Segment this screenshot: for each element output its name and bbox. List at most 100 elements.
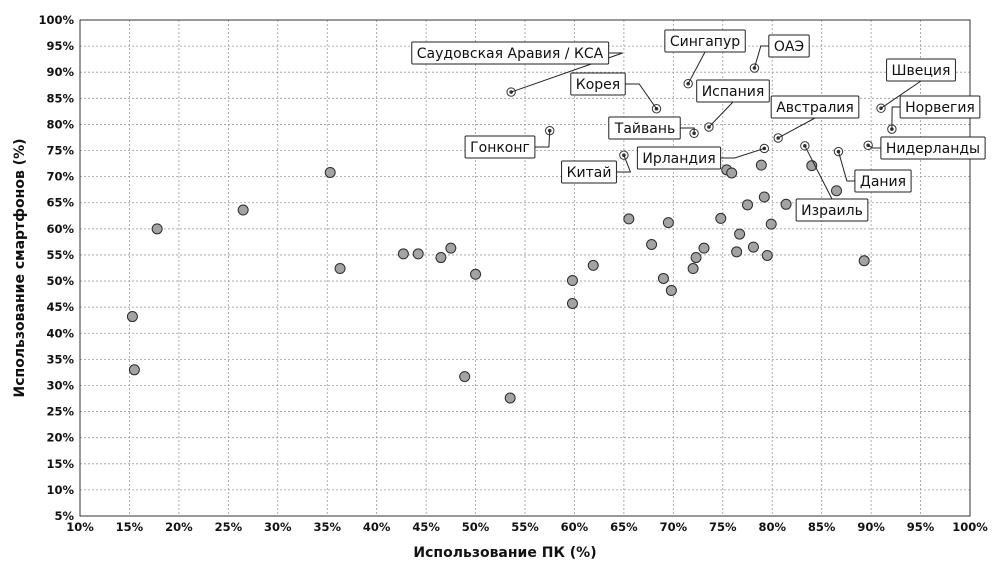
- x-tick-label: 30%: [264, 520, 292, 534]
- data-point: [742, 199, 753, 211]
- x-tick-label: 85%: [808, 520, 836, 534]
- x-tick-label: 50%: [462, 520, 490, 534]
- y-axis-title: Использование смартфонов (%): [12, 138, 28, 397]
- x-tick-label: 75%: [709, 520, 737, 534]
- x-tick-label: 80%: [758, 520, 786, 534]
- callout-label: Швеция: [892, 63, 951, 79]
- callout: Тайвань: [608, 116, 695, 140]
- callout-label: Ирландия: [642, 151, 715, 167]
- data-point: [334, 263, 346, 275]
- x-tick-label: 60%: [561, 520, 589, 534]
- data-point: [151, 223, 163, 235]
- data-point: [761, 249, 773, 261]
- y-tick-label: 100%: [38, 13, 74, 27]
- data-point: [731, 246, 743, 258]
- x-tick-label: 20%: [165, 520, 193, 534]
- callout: Сингапур: [664, 29, 746, 84]
- data-point: [657, 272, 669, 284]
- data-point: [734, 228, 746, 240]
- callout-label: Нидерланды: [886, 141, 980, 157]
- data-point: [665, 284, 677, 296]
- data-point: [237, 204, 249, 216]
- y-tick-label: 35%: [46, 352, 74, 366]
- callout: Нидерланды: [867, 136, 986, 160]
- y-tick-label: 85%: [46, 91, 74, 105]
- callout: Израиль: [795, 145, 869, 222]
- x-tick-label: 25%: [215, 520, 243, 534]
- y-axis-ticks: 5% 10% 15% 20% 25% 30% 35% 40% 45% 50% 55% 60% 65% 70…: [38, 13, 74, 523]
- callout: Корея: [570, 72, 657, 110]
- data-point: [780, 198, 792, 210]
- x-tick-label: 45%: [412, 520, 440, 534]
- data-point: [566, 275, 578, 287]
- y-tick-label: 90%: [46, 65, 74, 79]
- y-tick-label: 5%: [54, 509, 74, 523]
- data-point: [806, 160, 818, 172]
- y-tick-label: 10%: [46, 483, 74, 497]
- callout: Норвегия: [891, 95, 981, 130]
- data-point: [445, 242, 457, 254]
- callout: Швеция: [880, 58, 956, 109]
- y-tick-label: 20%: [46, 431, 74, 445]
- data-point: [623, 213, 635, 225]
- data-point: [758, 191, 770, 203]
- data-point: [646, 239, 658, 251]
- callout-label: Израиль: [801, 203, 863, 219]
- callout-label: Саудовская Аравия / КСА: [417, 46, 604, 62]
- y-tick-label: 45%: [46, 300, 74, 314]
- y-tick-label: 80%: [46, 117, 74, 131]
- callout: Гонконг: [464, 130, 551, 159]
- callout: Саудовская Аравия / КСА: [411, 41, 623, 93]
- data-point: [470, 268, 482, 280]
- y-tick-label: 55%: [46, 248, 74, 262]
- x-tick-label: 15%: [116, 520, 144, 534]
- x-axis-ticks: 10% 15% 20% 25% 30% 35% 40% 45% 50% 55% 60% 65% 70% 7…: [66, 520, 988, 534]
- plot-frame: [79, 19, 971, 517]
- y-tick-label: 50%: [46, 274, 74, 288]
- callout-label: Тайвань: [614, 121, 675, 137]
- data-points: [126, 159, 870, 404]
- y-tick-label: 65%: [46, 196, 74, 210]
- callout-label: Австралия: [776, 100, 854, 116]
- y-tick-label: 70%: [46, 170, 74, 184]
- data-point: [587, 259, 599, 271]
- x-tick-label: 35%: [313, 520, 341, 534]
- data-point: [831, 185, 842, 197]
- data-point: [128, 364, 140, 376]
- y-tick-label: 60%: [46, 222, 74, 236]
- callout-label: Сингапур: [670, 34, 740, 50]
- labeled-point: [651, 104, 662, 114]
- callout: ОАЭ: [753, 34, 810, 69]
- data-point: [755, 159, 767, 171]
- y-tick-label: 25%: [46, 405, 74, 419]
- data-point: [126, 311, 138, 323]
- data-point: [662, 217, 674, 229]
- y-tick-label: 40%: [46, 326, 74, 340]
- y-tick-label: 15%: [46, 457, 74, 471]
- x-tick-label: 65%: [610, 520, 638, 534]
- data-point: [459, 371, 471, 383]
- x-tick-label: 55%: [511, 520, 539, 534]
- callout-label: Гонконг: [470, 140, 530, 156]
- callout-label: Испания: [702, 84, 765, 100]
- x-axis-title: Использование ПК (%): [413, 545, 596, 561]
- data-point: [412, 248, 424, 260]
- callout-label: Корея: [576, 77, 620, 93]
- callout: Ирландия: [636, 146, 765, 170]
- grid: [80, 20, 970, 517]
- callouts: Саудовская Аравия / КСА Сингапур ОАЭ Швеция…: [411, 29, 986, 222]
- x-tick-label: 95%: [907, 520, 935, 534]
- data-point: [435, 252, 447, 264]
- callout: Дания: [837, 151, 912, 193]
- y-tick-label: 30%: [46, 378, 74, 392]
- data-point: [698, 242, 710, 254]
- y-tick-label: 95%: [46, 39, 74, 53]
- labeled-point: [506, 87, 516, 97]
- callout-label: Норвегия: [905, 100, 975, 116]
- x-tick-label: 10%: [66, 520, 94, 534]
- x-tick-label: 100%: [952, 520, 988, 534]
- callout-label: Дания: [860, 174, 906, 190]
- data-point: [504, 392, 516, 404]
- data-point: [726, 167, 738, 179]
